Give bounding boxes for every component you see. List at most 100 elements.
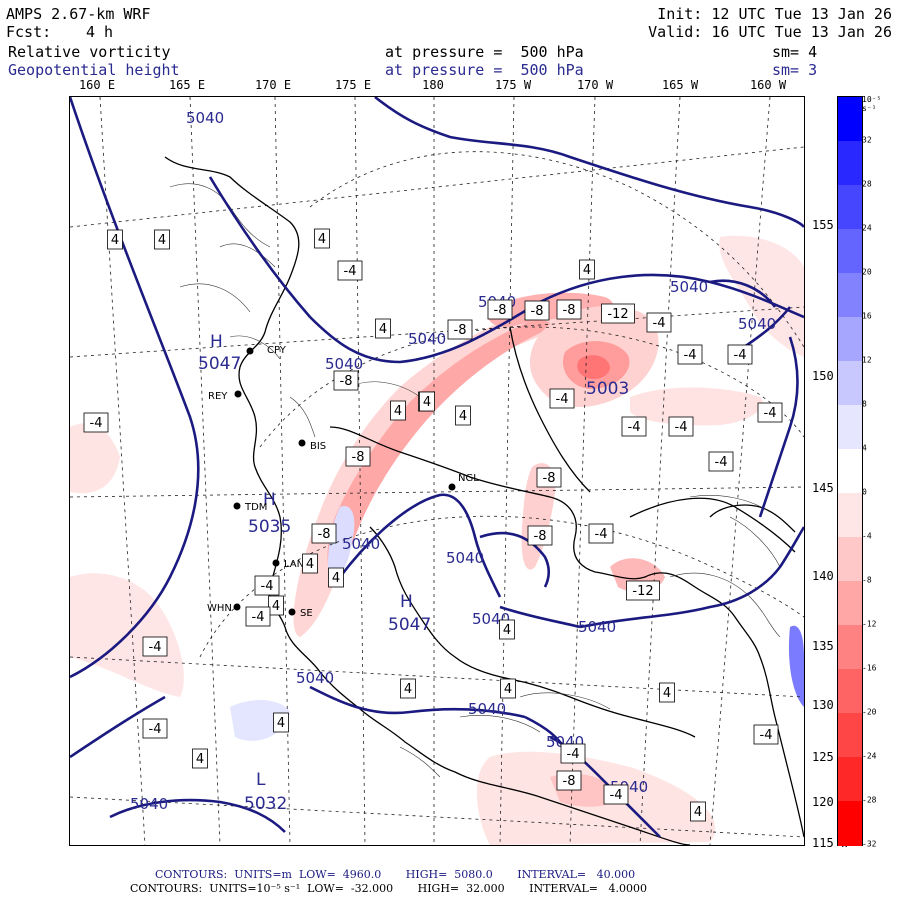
vorticity-label: 4 <box>419 391 435 412</box>
svg-text:-4: -4 <box>715 455 728 470</box>
svg-text:-4: -4 <box>567 747 580 762</box>
svg-text:4: 4 <box>694 805 702 820</box>
vorticity-label: 4 <box>314 228 330 249</box>
colorbar-segment <box>838 493 862 538</box>
high-center-value: 5035 <box>248 517 291 537</box>
vorticity-label: -4 <box>677 344 703 365</box>
colorbar-segment <box>838 757 862 802</box>
svg-text:-8: -8 <box>531 304 544 319</box>
vorticity-label: -4 <box>588 523 614 544</box>
field2-name: Geopotential height <box>8 61 180 79</box>
vorticity-label: 4 <box>579 259 595 280</box>
valid-time: Valid: 16 UTC Tue 13 Jan 26 <box>648 23 892 41</box>
svg-text:-8: -8 <box>352 450 365 465</box>
svg-text:4: 4 <box>277 716 285 731</box>
init-time: Init: 12 UTC Tue 13 Jan 26 <box>657 5 892 23</box>
lon-label: 165 W <box>661 78 699 92</box>
station-dot <box>246 347 254 355</box>
pressure-centers: H 5047 H 5047 H 5035 L 5032 5003 <box>198 332 629 814</box>
svg-text:4: 4 <box>504 682 512 697</box>
svg-text:4: 4 <box>503 623 511 638</box>
height-contour-info: CONTOURS: UNITS=m LOW= 4960.0 HIGH= 5080… <box>155 868 636 881</box>
svg-text:4: 4 <box>272 599 280 614</box>
station-dot <box>233 502 241 510</box>
colorbar <box>837 96 863 846</box>
vorticity-label: 4 <box>375 318 391 339</box>
svg-text:-8: -8 <box>543 471 556 486</box>
svg-text:5040: 5040 <box>738 315 776 333</box>
colorbar-segment <box>838 141 862 186</box>
height-contours <box>70 97 804 838</box>
svg-text:LAN: LAN <box>284 559 304 570</box>
svg-text:5040: 5040 <box>408 330 446 348</box>
svg-text:4: 4 <box>306 557 314 572</box>
svg-text:4: 4 <box>196 752 204 767</box>
stations: CPY REY BIS NGL TDM LAN WHN SE <box>207 345 479 619</box>
colorbar-segment <box>838 713 862 758</box>
lon-label: 175 W <box>494 78 532 92</box>
svg-text:4: 4 <box>583 263 591 278</box>
forecast-label: Fcst: <box>6 23 52 41</box>
colorbar-tick: -16 <box>862 663 877 673</box>
svg-text:5040: 5040 <box>446 549 484 567</box>
svg-text:-4: -4 <box>261 579 274 594</box>
station-dot <box>298 439 306 447</box>
forecast-value: 4 h <box>86 23 114 41</box>
svg-text:-4: -4 <box>653 316 666 331</box>
svg-text:-4: -4 <box>628 420 641 435</box>
vorticity-label: 4 <box>302 553 318 574</box>
vorticity-label: -4 <box>646 312 672 333</box>
vorticity-label: -4 <box>621 416 647 437</box>
svg-text:-4: -4 <box>90 416 103 431</box>
svg-text:-4: -4 <box>556 392 569 407</box>
colorbar-tick: -4 <box>862 531 872 541</box>
vorticity-label: -4 <box>727 344 753 365</box>
vorticity-label: -8 <box>333 370 359 391</box>
high-center-marker: H <box>263 490 276 510</box>
svg-text:5040: 5040 <box>578 618 616 636</box>
high-center-value: 5047 <box>198 354 241 374</box>
svg-text:NGL: NGL <box>458 473 479 484</box>
low-center-value: 5003 <box>586 379 629 399</box>
colorbar-tick: -12 <box>862 619 877 629</box>
svg-text:REY: REY <box>208 391 228 402</box>
colorbar-segment <box>838 97 862 142</box>
svg-text:-4: -4 <box>149 640 162 655</box>
vorticity-label: -12 <box>601 303 635 324</box>
colorbar-unit: 10⁻⁵ s⁻¹ <box>862 95 882 113</box>
colorbar-segment <box>838 537 862 582</box>
lon-label: 175 E <box>334 78 372 92</box>
vorticity-label: 4 <box>400 678 416 699</box>
vorticity-label: -12 <box>626 580 660 601</box>
station-dot <box>448 483 456 491</box>
svg-text:5040: 5040 <box>325 355 363 373</box>
colorbar-tick: 28 <box>862 179 872 189</box>
svg-text:-8: -8 <box>318 527 331 542</box>
vorticity-label: -8 <box>311 523 337 544</box>
colorbar-segment <box>838 185 862 230</box>
vorticity-label: -8 <box>345 446 371 467</box>
colorbar-segment <box>838 229 862 274</box>
graticule <box>70 97 804 845</box>
vorticity-label: 4 <box>154 229 170 250</box>
colorbar-tick: 0 <box>862 487 867 497</box>
svg-text:4: 4 <box>332 571 340 586</box>
svg-text:-4: -4 <box>610 788 623 803</box>
vorticity-label: -8 <box>527 525 553 546</box>
station-dot <box>272 559 280 567</box>
vorticity-label: -8 <box>524 300 550 321</box>
svg-text:-8: -8 <box>534 529 547 544</box>
colorbar-segment <box>838 317 862 362</box>
vorticity-shading <box>70 235 804 845</box>
svg-text:4: 4 <box>318 232 326 247</box>
vorticity-label: -4 <box>757 402 783 423</box>
low-center-marker: L <box>256 770 266 790</box>
colorbar-tick: 16 <box>862 311 872 321</box>
svg-text:SE: SE <box>300 608 313 619</box>
svg-text:-8: -8 <box>494 303 507 318</box>
vorticity-label: 4 <box>273 712 289 733</box>
colorbar-tick: -28 <box>862 795 877 805</box>
map-svg: H 5047 H 5047 H 5035 L 5032 5003 5040 50… <box>70 97 804 845</box>
svg-text:5040: 5040 <box>342 535 380 553</box>
high-center-value: 5047 <box>388 615 431 635</box>
